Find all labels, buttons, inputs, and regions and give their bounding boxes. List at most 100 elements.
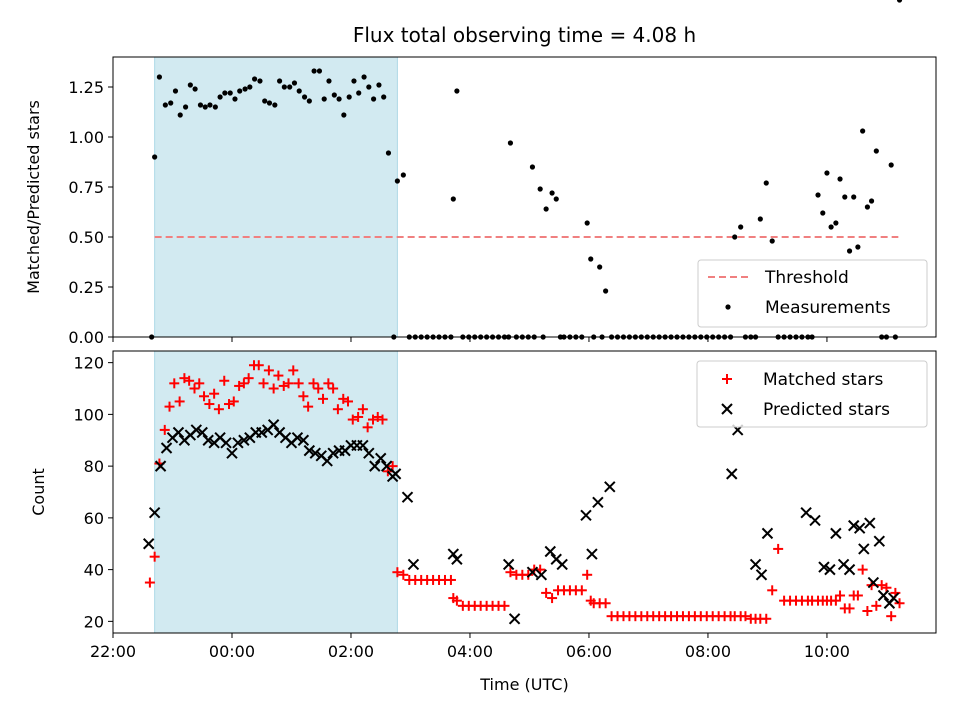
measurement-point (896, 0, 903, 3)
measurement-point (584, 220, 590, 226)
measurement-point (306, 98, 312, 104)
x-stroke-b (864, 517, 876, 529)
x-stroke-b (749, 558, 762, 571)
x-stroke-b (389, 468, 402, 480)
x-stroke-b (877, 589, 890, 602)
measurement-point (351, 78, 357, 84)
y-tick-label: 80 (84, 457, 104, 476)
predicted-star-point (154, 460, 167, 472)
ratio-panel-frame (112, 56, 937, 338)
x-stroke-b (837, 558, 850, 571)
y-tick-label: 1.25 (68, 78, 104, 97)
measurement-point (385, 150, 392, 156)
x-stroke-b (256, 426, 268, 439)
predicted-star-point (873, 535, 886, 547)
measurement-point (588, 256, 594, 262)
predicted-star-point (592, 496, 604, 509)
measurement-point (242, 86, 248, 92)
count-legend: Matched stars Predicted stars (696, 360, 928, 428)
ratio-legend-box (697, 259, 928, 328)
matched-star-point (298, 391, 309, 402)
x-stroke-b (238, 434, 250, 446)
count-y-axis-label: Count (29, 468, 48, 516)
predicted-star-point (749, 558, 762, 571)
x-stroke-b (818, 561, 830, 573)
observing-window-shade (154, 56, 398, 338)
x-stroke-b (226, 447, 238, 459)
predicted-star-point (160, 442, 173, 454)
x-tick-label: 22:00 (90, 642, 136, 661)
matched-star-point (357, 404, 368, 415)
predicted-star-point (148, 506, 161, 519)
matched-star-point (303, 401, 314, 412)
x-stroke-b (321, 455, 333, 467)
predicted-star-point (375, 452, 387, 465)
x-stroke-b (142, 538, 155, 550)
matched-star-point (189, 383, 200, 394)
y-tick-label: 100 (73, 405, 104, 424)
predicted-star-point (363, 447, 375, 459)
predicted-star-point (800, 506, 812, 519)
measurement-point (276, 78, 283, 84)
measurement-point (257, 78, 263, 84)
measurement-point (287, 84, 293, 90)
measurement-point (454, 88, 460, 94)
x-stroke-b (556, 558, 568, 571)
predicted-star-point (867, 576, 880, 589)
x-stroke-b (202, 434, 214, 446)
matched-star-point (174, 396, 185, 407)
predicted-star-point (389, 468, 402, 480)
matched-star-point (209, 388, 220, 399)
x-stroke-b (508, 613, 521, 625)
measurement-point (237, 88, 243, 94)
measurement-point (356, 90, 362, 96)
legend-x-marker (721, 403, 733, 415)
matched-star-point (144, 577, 155, 588)
measurement-point (507, 140, 514, 146)
measurement-point (321, 96, 327, 102)
predicted-star-point (380, 460, 393, 472)
measurement-point (855, 244, 861, 250)
predicted-star-point (321, 455, 333, 467)
measurement-point (366, 84, 372, 90)
measurement-point (529, 164, 536, 170)
x-stroke-b (535, 569, 548, 581)
x-stroke-b (721, 403, 733, 415)
measurement-point (769, 238, 775, 244)
predicted-star-point (202, 434, 214, 446)
matched-star-point (288, 365, 299, 376)
x-stroke-b (592, 496, 604, 509)
predicted-star-point (357, 439, 369, 452)
x-stroke-b (196, 426, 208, 439)
matched-star-point (194, 378, 205, 389)
matched-star-point (761, 613, 772, 624)
x-stroke-b (809, 514, 821, 527)
matched-star-point (243, 373, 254, 384)
measurement-point (842, 194, 848, 200)
measurement-point (603, 288, 609, 294)
matched-star-point (844, 603, 855, 614)
measurement-point (326, 78, 332, 84)
predicted-star-point (502, 558, 515, 571)
predicted-star-point (232, 437, 244, 449)
measurement-point (156, 74, 163, 80)
x-stroke-b (526, 566, 539, 578)
y-tick-label: 0.50 (68, 228, 104, 247)
measurement-point (757, 216, 763, 222)
measurement-point (888, 162, 894, 168)
x-stroke-b (220, 437, 232, 449)
x-stroke-b (363, 447, 375, 459)
y-tick-label: 0.75 (68, 178, 104, 197)
predicted-star-point (407, 558, 420, 571)
predicted-star-point (824, 563, 836, 576)
x-stroke-b (502, 558, 515, 571)
matched-star-point (164, 401, 175, 412)
measurement-point (549, 190, 555, 196)
matched-star-point (323, 378, 334, 389)
x-stroke-b (401, 491, 414, 503)
x-tick-label: 10:00 (804, 642, 850, 661)
predicted-star-point (267, 419, 280, 431)
x-stroke-b (755, 569, 768, 581)
measurement-point (376, 82, 382, 88)
measurement-point (202, 104, 208, 110)
